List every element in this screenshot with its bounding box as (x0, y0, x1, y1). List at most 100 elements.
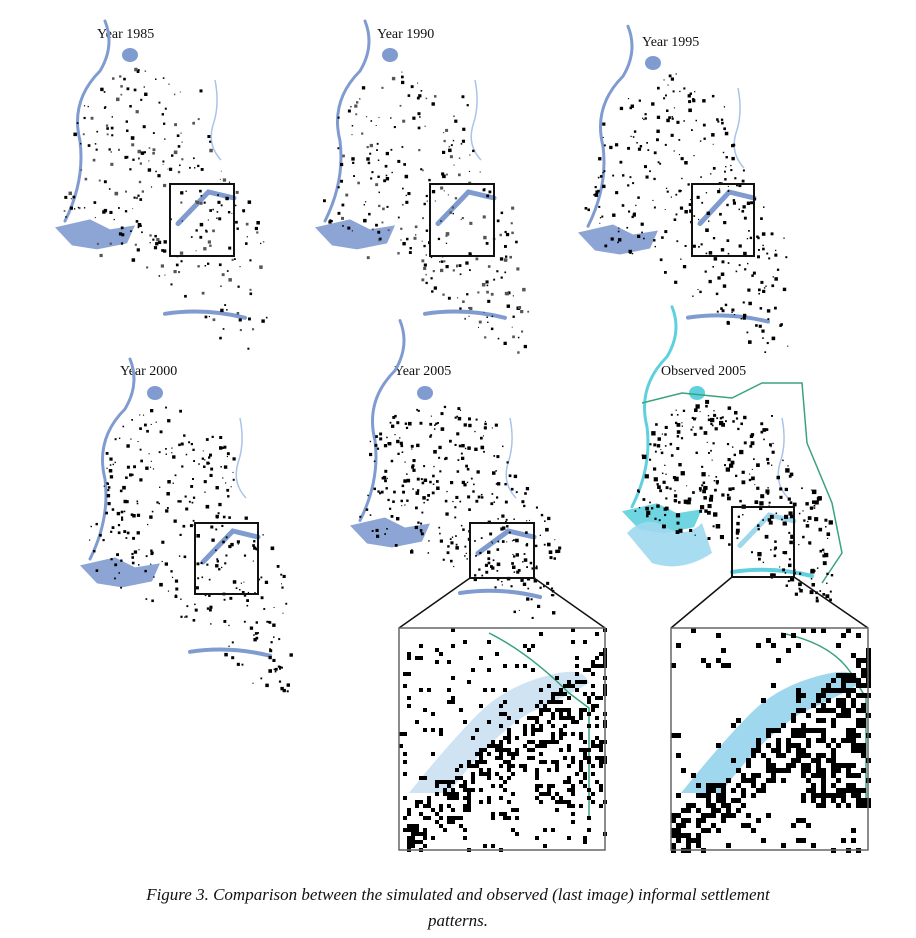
settlement-patch (400, 499, 403, 503)
settlement-patch (484, 563, 488, 567)
settlement-pixel (583, 756, 587, 760)
settlement-patch (150, 563, 152, 565)
settlement-patch (430, 277, 433, 280)
settlement-pixel (781, 633, 786, 638)
settlement-patch (480, 436, 483, 440)
settlement-patch (222, 446, 225, 449)
settlement-patch (399, 441, 403, 445)
settlement-patch (735, 417, 739, 420)
settlement-patch (279, 667, 281, 670)
settlement-patch (432, 270, 435, 273)
settlement-pixel (551, 724, 555, 728)
settlement-patch (535, 544, 538, 548)
settlement-pixel (591, 684, 595, 688)
settlement-patch (84, 177, 88, 181)
settlement-patch (637, 489, 640, 492)
settlement-pixel (591, 692, 595, 696)
settlement-patch (235, 220, 238, 224)
southern-shore (188, 647, 272, 658)
settlement-patch (474, 447, 478, 451)
settlement-patch (171, 576, 174, 578)
settlement-pixel (751, 778, 756, 783)
settlement-patch (722, 151, 725, 154)
settlement-patch (139, 478, 143, 482)
settlement-pixel (535, 772, 539, 776)
settlement-pixel (756, 643, 761, 648)
settlement-pixel (851, 743, 856, 748)
settlement-patch (715, 524, 721, 529)
settlement-patch (140, 459, 143, 463)
settlement-patch (691, 129, 693, 131)
settlement-patch (162, 77, 165, 79)
settlement-patch (123, 530, 127, 533)
settlement-patch (147, 168, 152, 172)
settlement-patch (443, 139, 446, 143)
settlement-patch (241, 591, 245, 594)
settlement-patch (150, 186, 153, 188)
settlement-patch (789, 501, 793, 504)
settlement-pixel (471, 788, 475, 792)
settlement-pixel (776, 748, 781, 753)
settlement-patch (710, 173, 712, 175)
settlement-pixel (467, 680, 471, 684)
settlement-patch (111, 116, 113, 118)
settlement-pixel (851, 698, 856, 703)
settlement-pixel (439, 728, 443, 732)
settlement-patch (445, 234, 448, 237)
settlement-patch (218, 217, 222, 221)
settlement-patch (238, 318, 242, 322)
settlement-pixel (741, 793, 746, 798)
settlement-patch (124, 210, 128, 213)
settlement-pixel (415, 804, 419, 808)
settlement-patch (415, 491, 420, 495)
settlement-patch (359, 515, 362, 518)
settlement-patch (151, 599, 154, 603)
settlement-pixel (507, 760, 511, 764)
settlement-patch (169, 167, 173, 171)
settlement-pixel (841, 798, 846, 803)
settlement-patch (223, 465, 228, 469)
settlement-patch (125, 537, 128, 539)
settlement-patch (688, 203, 692, 206)
settlement-pixel (786, 768, 791, 773)
settlement-pixel (801, 798, 806, 803)
settlement-pixel (431, 728, 435, 732)
settlement-patch (664, 209, 666, 210)
settlement-patch (792, 502, 797, 507)
settlement-patch (207, 219, 209, 221)
settlement-patch (707, 537, 711, 540)
settlement-patch (249, 288, 252, 291)
settlement-patch (464, 545, 467, 548)
settlement-pixel (543, 760, 547, 764)
settlement-patch (461, 480, 465, 485)
settlement-patch (492, 559, 495, 562)
settlement-patch (460, 218, 462, 221)
settlement-patch (457, 459, 460, 461)
settlement-patch (595, 190, 599, 194)
settlement-patch (787, 465, 789, 467)
settlement-patch (122, 485, 126, 490)
settlement-pixel (791, 713, 796, 718)
settlement-pixel (599, 748, 603, 752)
settlement-pixel (836, 643, 841, 648)
settlement-pixel (451, 788, 455, 792)
settlement-pixel (491, 844, 495, 848)
settlement-pixel (701, 813, 706, 818)
settlement-pixel (539, 712, 543, 716)
settlement-pixel (567, 684, 571, 688)
settlement-pixel (523, 724, 527, 728)
settlement-patch (219, 446, 223, 450)
settlement-pixel (467, 788, 471, 792)
settlement-patch (665, 94, 667, 97)
settlement-pixel (721, 803, 726, 808)
settlement-patch (406, 473, 408, 475)
settlement-pixel (831, 773, 836, 778)
settlement-pixel (756, 738, 761, 743)
settlement-pixel (503, 788, 507, 792)
settlement-patch (454, 416, 457, 419)
settlement-pixel (459, 784, 463, 788)
settlement-pixel (455, 776, 459, 780)
settlement-pixel (547, 784, 551, 788)
settlement-patch (719, 212, 722, 216)
settlement-pixel (515, 664, 519, 668)
